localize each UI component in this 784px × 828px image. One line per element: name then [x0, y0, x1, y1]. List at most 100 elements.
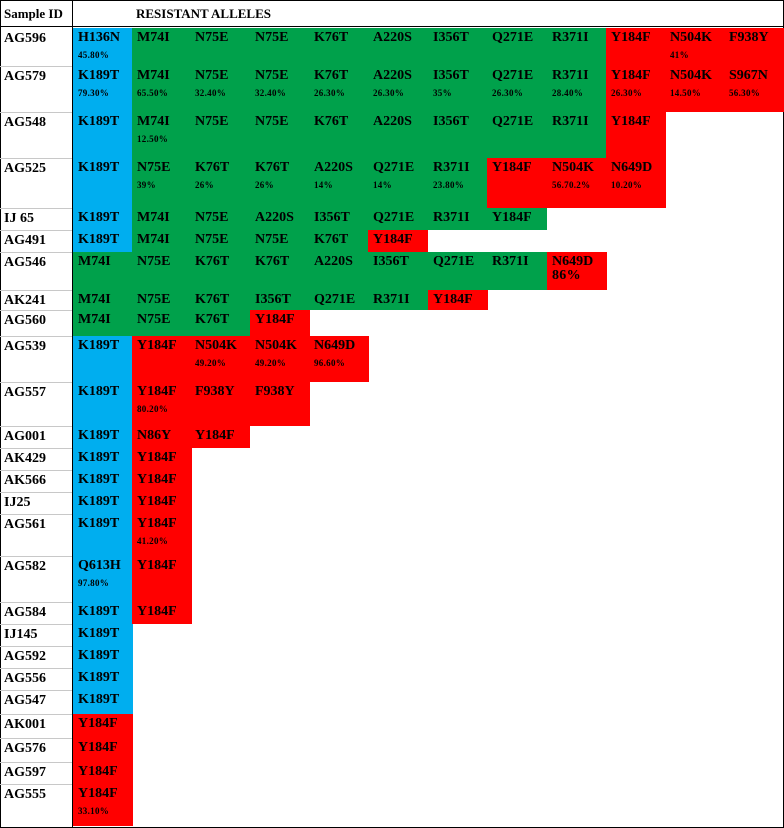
allele-label: Y184F — [137, 338, 177, 353]
allele-label: N649D — [611, 160, 653, 175]
row-divider — [0, 158, 72, 159]
allele-frequency: 45.80% — [78, 50, 110, 60]
allele-label: Q271E — [492, 68, 534, 83]
row-divider — [0, 556, 72, 557]
allele-cell: K189T — [73, 426, 133, 448]
allele-cell: F938Y — [190, 382, 250, 426]
allele-frequency: 14% — [314, 180, 333, 190]
row-divider — [0, 668, 72, 669]
allele-cell: K189T — [73, 514, 133, 556]
allele-label: F938Y — [255, 384, 295, 399]
allele-label: Y184F — [611, 114, 651, 129]
allele-cell: Y184F — [73, 714, 133, 738]
allele-frequency: 41.20% — [137, 536, 169, 546]
allele-label: A220S — [314, 160, 353, 175]
allele-cell: A220S 14% — [309, 158, 369, 208]
allele-label: Y184F — [137, 558, 177, 573]
allele-frequency: 12.50% — [137, 134, 169, 144]
allele-label: N75E — [195, 210, 229, 225]
allele-label: R371I — [433, 160, 470, 175]
allele-cell: K189T — [73, 690, 133, 714]
sample-id: AK241 — [4, 293, 46, 308]
allele-label: K189T — [78, 114, 120, 129]
row-divider — [0, 426, 72, 427]
allele-label: K189T — [78, 210, 120, 225]
sample-id: AG491 — [4, 233, 46, 248]
row-divider — [0, 208, 72, 209]
allele-cell: N504K 56.70.2% — [547, 158, 607, 208]
allele-label: Y184F — [78, 786, 118, 801]
allele-label: K189T — [78, 68, 120, 83]
allele-cell: N75E — [250, 28, 310, 66]
allele-cell: Q271E — [368, 208, 428, 230]
allele-cell: K189T 79.30% — [73, 66, 133, 112]
sample-id: AG584 — [4, 605, 46, 620]
allele-frequency: 41% — [670, 50, 689, 60]
allele-label: M74I — [78, 254, 111, 269]
allele-frequency: 26.30% — [314, 88, 346, 98]
allele-label: K76T — [314, 232, 349, 247]
allele-label: N75E — [255, 30, 289, 45]
allele-frequency: 26.30% — [611, 88, 643, 98]
allele-cell: K76T 26.30% — [309, 66, 369, 112]
allele-label: K189T — [78, 160, 120, 175]
row-divider — [0, 646, 72, 647]
allele-label: S967N — [729, 68, 768, 83]
allele-label: Y184F — [137, 604, 177, 619]
allele-cell: K189T — [73, 624, 133, 646]
allele-frequency: 49.20% — [195, 358, 227, 368]
sample-id: AG560 — [4, 313, 46, 328]
allele-cell: H136N 45.80% — [73, 28, 133, 66]
sample-id: AG556 — [4, 671, 46, 686]
allele-frequency: 26.30% — [492, 88, 524, 98]
allele-cell: Y184F — [487, 208, 547, 230]
allele-label: H136N — [78, 30, 120, 45]
allele-label: K76T — [314, 68, 349, 83]
allele-label: I356T — [433, 68, 469, 83]
allele-label: K76T — [314, 30, 349, 45]
allele-label: I356T — [255, 292, 291, 307]
allele-label: N75E — [137, 292, 171, 307]
allele-cell: Q271E — [487, 112, 547, 158]
allele-cell: Q271E 26.30% — [487, 66, 547, 112]
sample-id: AG546 — [4, 255, 46, 270]
allele-cell: N75E — [190, 230, 250, 252]
allele-cell: N75E — [132, 252, 192, 290]
allele-cell: R371I 23.80% — [428, 158, 488, 208]
allele-cell: S967N 56.30% — [724, 66, 784, 112]
allele-cell: Y184F — [606, 28, 666, 66]
allele-cell: M74I — [132, 208, 192, 230]
allele-cell: Y184F — [132, 492, 192, 514]
row-divider — [0, 112, 72, 113]
allele-label: Y184F — [492, 210, 532, 225]
allele-label: A220S — [255, 210, 294, 225]
allele-cell: N75E — [132, 310, 192, 336]
allele-label: N504K — [195, 338, 237, 353]
allele-cell: I356T 35% — [428, 66, 488, 112]
allele-frequency: 97.80% — [78, 578, 110, 588]
allele-label: N75E — [195, 232, 229, 247]
allele-cell: K189T — [73, 646, 133, 668]
allele-label: Q613H — [78, 558, 121, 573]
allele-cell: K189T — [73, 448, 133, 470]
allele-label: K189T — [78, 626, 120, 641]
allele-label: K189T — [78, 516, 120, 531]
allele-label: Y184F — [433, 292, 473, 307]
allele-cell: K189T — [73, 382, 133, 426]
allele-cell: K76T — [250, 252, 310, 290]
allele-label: N649D — [314, 338, 356, 353]
allele-label: Y184F — [195, 428, 235, 443]
row-divider — [0, 492, 72, 493]
allele-label: Q271E — [373, 210, 415, 225]
allele-cell: M74I 65.50% — [132, 66, 192, 112]
allele-label: N75E — [195, 30, 229, 45]
allele-cell: N504K 41% — [665, 28, 725, 66]
allele-cell: Y184F — [132, 602, 192, 624]
allele-label: K76T — [195, 312, 230, 327]
allele-label: M74I — [78, 312, 111, 327]
allele-label: Y184F — [137, 384, 177, 399]
sample-id: AG597 — [4, 765, 46, 780]
allele-cell: N504K 49.20% — [190, 336, 250, 382]
row-divider — [0, 290, 72, 291]
allele-label: N75E — [137, 312, 171, 327]
